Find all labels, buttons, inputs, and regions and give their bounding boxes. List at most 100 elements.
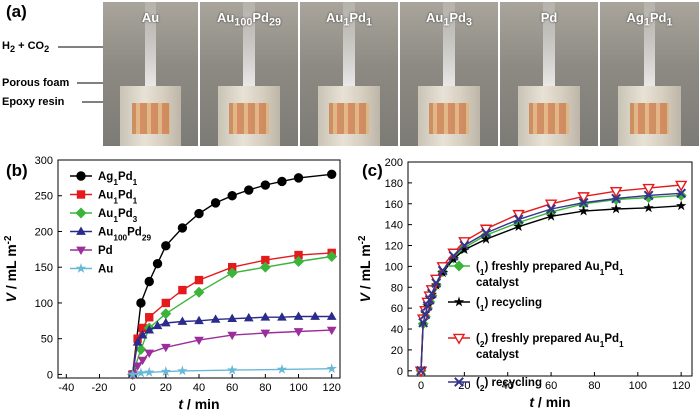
chart-b-series-4-point: [194, 336, 204, 346]
chart-c-series-1-point: [610, 203, 622, 214]
chart-c-series-1-point: [513, 221, 524, 232]
chart-b-legend-marker: [76, 226, 86, 235]
callout-gas: H2 + CO2: [2, 40, 50, 55]
chart-b-series-0-point: [210, 198, 221, 208]
chart-b-series-3-point: [160, 317, 171, 327]
chart-b-series-1-point: [227, 263, 237, 272]
chart-b-legend-label: Pd: [98, 245, 113, 257]
photo-pd: Pd: [500, 2, 598, 146]
chart-c-series-3-point: [546, 204, 556, 214]
panel-a: (a) H2 + CO2 Porous foam Epoxy resin Au …: [0, 0, 700, 148]
chart-b-series-5-point: [160, 366, 171, 376]
chart-b-series-0-point: [277, 176, 287, 187]
chart-b-series-3-point: [210, 314, 221, 323]
chart-b-xtick-label: 80: [259, 382, 271, 394]
chart-b-xtick-label: 20: [160, 382, 172, 394]
chart-b-series-5-point: [127, 369, 138, 379]
chart-b-xtick-label: 60: [226, 382, 238, 394]
chart-b-series-3-point: [260, 312, 271, 321]
chart-b-series-0-point: [152, 258, 163, 269]
photo-label-pd: Pd: [540, 10, 558, 25]
chart-b-series-3-point: [310, 311, 320, 320]
chart-b-series-1-point: [178, 285, 187, 295]
photo-label-au: Au: [141, 10, 160, 25]
chart-c-series-3-point: [481, 228, 491, 238]
chart-b-series-3-point: [293, 311, 304, 320]
chart-c-series-1-line: [420, 205, 682, 371]
chart-b-series-3-point: [144, 325, 155, 334]
chart-b-series-2-point: [226, 267, 238, 279]
chart-b-series-3-point: [277, 312, 287, 321]
chart-c-xtick-label: 60: [545, 380, 557, 392]
chart-c-series-3-point: [437, 265, 448, 276]
photo-strip: Au Au100Pd29 Au1Pd1 Au1Pd3 Pd Ag1Pd1: [103, 2, 699, 146]
chart-c-ytick-label: 120: [385, 241, 403, 253]
chart-b-legend-label: Au1Pd3: [98, 208, 138, 224]
chart-b-series-0-point: [136, 298, 146, 308]
chart-b-series-1-point: [145, 313, 154, 322]
chart-b-xtick-label: -20: [92, 382, 108, 394]
chart-c-series-1-point: [480, 233, 492, 244]
chart-b-series-3-point: [326, 311, 337, 320]
chart-b-series-0-point: [161, 241, 171, 251]
chart-c-legend-marker: [453, 296, 465, 307]
chart-c-series-1-point: [459, 244, 470, 255]
chart-b-xtick-label: 0: [130, 382, 136, 394]
chart-c-ytick-label: 40: [391, 324, 403, 336]
chart-b-series-1-point: [294, 250, 303, 260]
chart-c-legend-marker: [453, 260, 465, 272]
chart-b-legend-label: Au1Pd1: [98, 190, 138, 206]
chart-b-series-4-point: [144, 349, 155, 359]
photo-au1pd1: Au1Pd1: [300, 2, 398, 146]
chart-b-legend-label: Au100Pd29: [98, 227, 151, 243]
photo-label-au100pd29: Au100Pd29: [216, 10, 282, 29]
chart-b-xlabel: t / min: [178, 396, 219, 412]
chart-c-xtick-label: 80: [588, 380, 600, 392]
chart-c-legend-label-cont: catalyst: [476, 277, 519, 289]
chart-c-series-3-point: [418, 317, 429, 328]
chart-b-ylabel: V / mL m-2: [3, 235, 20, 302]
chart-b-series-3-point: [137, 330, 148, 339]
chart-b-series-1-point: [261, 255, 270, 265]
chart-b-series-4-point: [137, 356, 148, 366]
chart-c-series-2-point: [609, 186, 623, 198]
callout-foam: Porous foam: [2, 77, 70, 89]
panel-a-letter: (a): [6, 2, 27, 21]
chart-b-series-5-point: [227, 364, 238, 375]
chart-b-ytick-label: 50: [41, 334, 53, 346]
chart-b-ytick-label: 100: [35, 298, 53, 310]
chart-c-ytick-label: 180: [385, 178, 403, 190]
callout-epoxy: Epoxy resin: [2, 96, 65, 108]
chart-b-legend: Ag1Pd1 Au1Pd1 Au1Pd3 Au100Pd29 Pd Au: [70, 171, 151, 276]
chart-c-legend-marker: [452, 333, 466, 345]
chart-c-ylabel: V / mL m-2: [357, 235, 374, 302]
chart-b-legend-marker: [75, 207, 87, 219]
chart-c-frame: [407, 161, 693, 377]
chart-c-ytick-label: 100: [385, 261, 403, 273]
chart-c-xtick-label: 40: [502, 380, 514, 392]
chart-b-series-3-point: [227, 313, 238, 323]
chart-c-legend-label: (2) recycling: [476, 377, 542, 393]
panel-c-letter: (c): [362, 161, 383, 180]
chart-b-series-4-point: [293, 328, 304, 337]
chart-b-series-3-point: [243, 312, 254, 322]
chart-b-xtick-label: 40: [193, 382, 205, 394]
chart-c-series-3-point: [676, 188, 687, 199]
chart-b-series-5-point: [326, 363, 337, 374]
chart-c-series-3-point: [448, 251, 459, 261]
chart-b-series-4-point: [227, 331, 238, 341]
chart-b-legend-marker: [76, 190, 86, 199]
photo-label-au1pd1: Au1Pd1: [325, 10, 373, 29]
chart-c-series-3-point: [426, 288, 437, 299]
chart-b-series-0-point: [227, 191, 237, 201]
chart-b-ytick-label: 0: [47, 369, 53, 381]
chart-c-series-3-point: [431, 278, 442, 288]
chart-c-ytick-label: 80: [391, 282, 403, 294]
chart-c-legend-label-cont: catalyst: [476, 349, 519, 361]
chart-b-series-0-point: [327, 169, 337, 179]
chart-b-series-3-point: [152, 320, 163, 330]
chart-b-series-3-point: [194, 315, 204, 325]
chart-c-ytick-label: 0: [397, 366, 403, 378]
photo-au1pd3: Au1Pd3: [400, 2, 498, 146]
chart-c-ytick-label: 20: [391, 345, 403, 357]
